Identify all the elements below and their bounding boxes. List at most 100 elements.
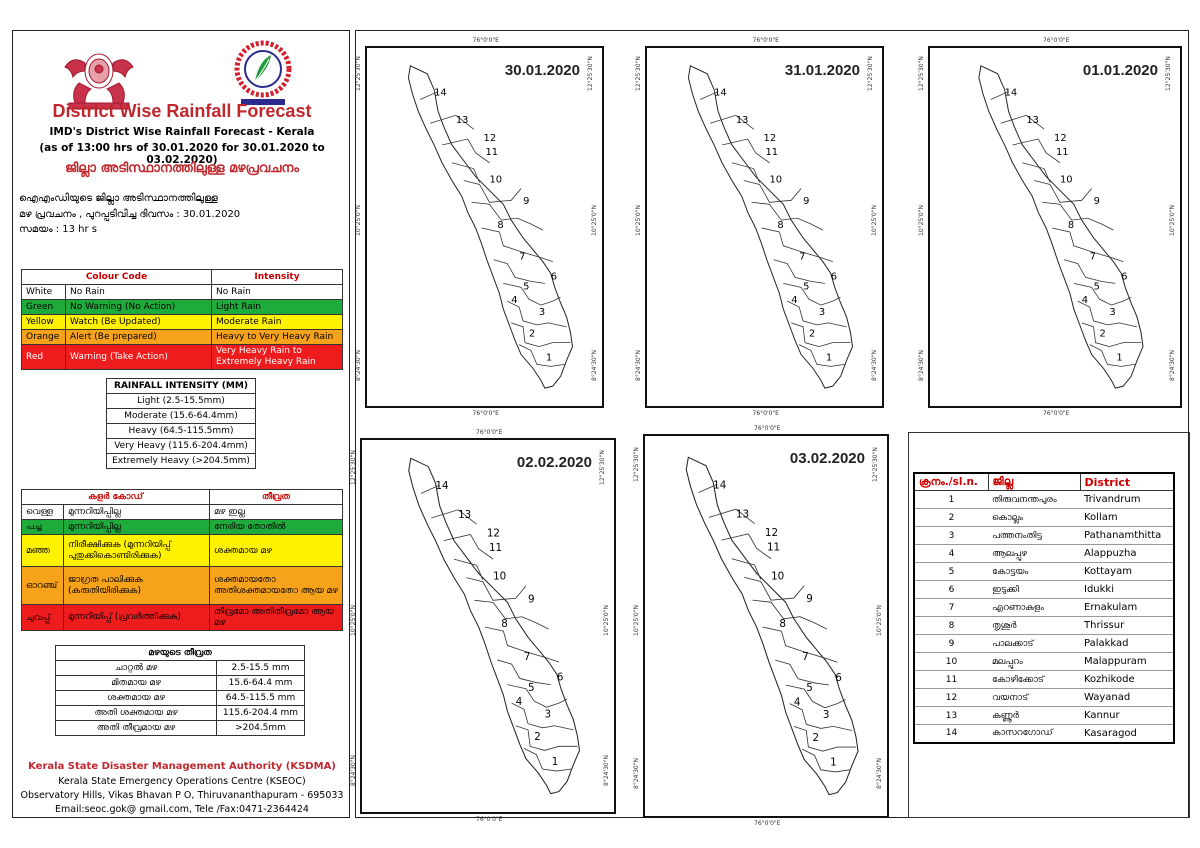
district-number-label: 8	[777, 220, 783, 231]
district-number-label: 12	[484, 133, 497, 144]
district-number: 11	[914, 670, 988, 689]
mal-intensity-label: അതി ശക്തമായ മഴ	[55, 705, 217, 721]
district-number-label: 5	[806, 682, 813, 694]
colour-action: No Warning (No Action)	[65, 299, 212, 315]
mal-intensity-header: തീവ്രത	[209, 489, 343, 505]
district-number-label: 14	[434, 88, 447, 99]
kerala-outline	[687, 65, 854, 389]
mal-colour-action: ജാഗ്രത പാലിക്കുക (കരുതിയിരിക്കുക)	[63, 566, 210, 605]
latitude-label: 8°24'30"N	[871, 350, 879, 382]
district-row: 13 കണ്ണൂർ Kannur	[914, 706, 1174, 725]
colour-intensity: No Rain	[211, 284, 343, 300]
forecast-map-panel: 03.02.2020 1 2 3 4 5 6 7 8 9 10 11 12 13 14 76°0'0"E 76°…	[633, 425, 889, 827]
district-boundary	[752, 599, 828, 630]
intensity-row: Heavy (64.5-115.5mm)	[106, 423, 256, 439]
latitude-label: 10°25'0"N	[603, 604, 611, 636]
district-number-label: 7	[524, 651, 531, 663]
district-number: 8	[914, 616, 988, 635]
district-number-label: 14	[435, 480, 448, 492]
district-name-en: Kottayam	[1080, 562, 1174, 581]
district-number-label: 4	[516, 696, 523, 708]
forecast-map-panel: 31.01.2020 1 2 3 4 5 6 7 8 9 10 11 12 13 14 76°0'0"E 76°…	[635, 37, 884, 417]
mal-colour-row: പച്ച മുന്നറിയിപ്പില്ല നേരിയ തോതിൽ	[21, 519, 343, 535]
district-boundary	[1012, 138, 1061, 164]
colour-intensity: Heavy to Very Heavy Rain	[211, 329, 343, 345]
district-number-label: 13	[736, 115, 749, 126]
colour-row: White No Rain No Rain	[21, 284, 343, 300]
district-boundary	[1034, 180, 1092, 203]
district-number-label: 10	[489, 175, 502, 186]
district-name-mal: കോഴിക്കോട്	[988, 670, 1080, 689]
district-boundary	[775, 659, 830, 686]
mal-colour-name: ഓറഞ്ച്	[21, 566, 64, 605]
district-name-mal: വയനാട്	[988, 688, 1080, 707]
longitude-label: 76°0'0"E	[752, 410, 779, 417]
district-number-label: 11	[489, 542, 502, 554]
district-number-label: 12	[764, 133, 777, 144]
district-boundary	[1081, 322, 1142, 348]
district-boundary	[507, 684, 568, 708]
district-number-label: 9	[1094, 196, 1100, 207]
forecast-map-panel: 30.01.2020 1 2 3 4 5 6 7 8 9 10 11 12 13 14 76°0'0"E 76°…	[355, 37, 604, 417]
latitude-label: 8°24'30"N	[591, 350, 599, 382]
district-table-wrapper	[908, 432, 1190, 818]
colour-name: Green	[21, 299, 66, 315]
longitude-label: 76°0'0"E	[472, 37, 499, 44]
district-number-label: 3	[545, 709, 552, 721]
district-number-label: 13	[736, 508, 749, 520]
malayalam-line-3: സമയം : 13 hr s	[19, 224, 97, 235]
footer-line-3: Email:seoc.gok@ gmail.com, Tele /Fax:047…	[55, 804, 309, 815]
mal-intensity-value: >204.5mm	[216, 720, 305, 736]
district-number-label: 6	[551, 271, 557, 282]
district-number-label: 13	[456, 115, 469, 126]
district-boundary	[474, 599, 549, 630]
district-number-label: 6	[1121, 271, 1127, 282]
district-number-label: 1	[546, 352, 552, 363]
district-name-mal: തിരുവനന്തപുരം	[988, 490, 1080, 509]
mal-colour-header: കളർ കോഡ്	[21, 489, 210, 505]
latitude-label: 10°25'0"N	[350, 604, 357, 636]
district-boundary	[798, 344, 845, 367]
ksdma-logo-icon	[234, 40, 292, 105]
district-number: 2	[914, 508, 988, 527]
rainfall-intensity-table: RAINFALL INTENSITY (MM) Light (2.5-15.5m…	[106, 378, 256, 469]
district-boundary	[787, 300, 847, 328]
district-number-label: 8	[501, 618, 508, 630]
district-number-label: 3	[539, 307, 545, 318]
district-table: ക്രനം./sl.n. ജില്ല District 1 തിരുവനന്തപു…	[913, 472, 1175, 744]
mal-colour-name: ചുവപ്പ്	[21, 604, 64, 631]
district-number-label: 2	[812, 732, 819, 744]
district-name-en: Idukki	[1080, 580, 1174, 599]
district-boundary	[731, 162, 760, 183]
district-number-label: 4	[511, 295, 517, 306]
district-number: 6	[914, 580, 988, 599]
district-number-label: 9	[523, 196, 529, 207]
district-boundary	[1022, 162, 1051, 183]
district-boundary	[1089, 344, 1136, 367]
mal-intensity-label: മിതമായ മഴ	[55, 675, 217, 691]
district-number-label: 7	[1090, 252, 1096, 263]
latitude-label: 8°24'30"N	[633, 758, 640, 790]
latitude-label: 12°25'30"N	[633, 447, 640, 483]
district-boundary	[1063, 259, 1116, 284]
intensity-row: Moderate (15.6-64.4mm)	[106, 408, 256, 424]
intensity-row: Extremely Heavy (>204.5mm)	[106, 453, 256, 469]
map-date: 01.01.2020	[1082, 62, 1158, 79]
district-name-en: Malappuram	[1080, 652, 1174, 671]
district-boundary	[463, 180, 522, 203]
district-boundary	[430, 114, 474, 130]
district-name-mal: കോട്ടയം	[988, 562, 1080, 581]
district-boundary	[466, 577, 527, 601]
district-boundary	[791, 322, 851, 348]
district-rows: 1 തിരുവനന്തപുരം Trivandrum 2 കൊല്ലം Kollam 3 പത…	[914, 490, 1174, 743]
district-boundary	[453, 558, 484, 580]
latitude-label: 10°25'0"N	[876, 604, 884, 636]
district-row: 3 പത്തനംതിട്ട Pathanamthitta	[914, 526, 1174, 545]
footer-org: Kerala State Disaster Management Authori…	[28, 761, 336, 772]
colour-row: Red Warning (Take Action) Very Heavy Rai…	[21, 344, 343, 370]
district-name-en: Ernakulam	[1080, 598, 1174, 617]
district-boundary	[698, 483, 718, 493]
mal-colour-intensity: നേരിയ തോതിൽ	[209, 519, 343, 535]
